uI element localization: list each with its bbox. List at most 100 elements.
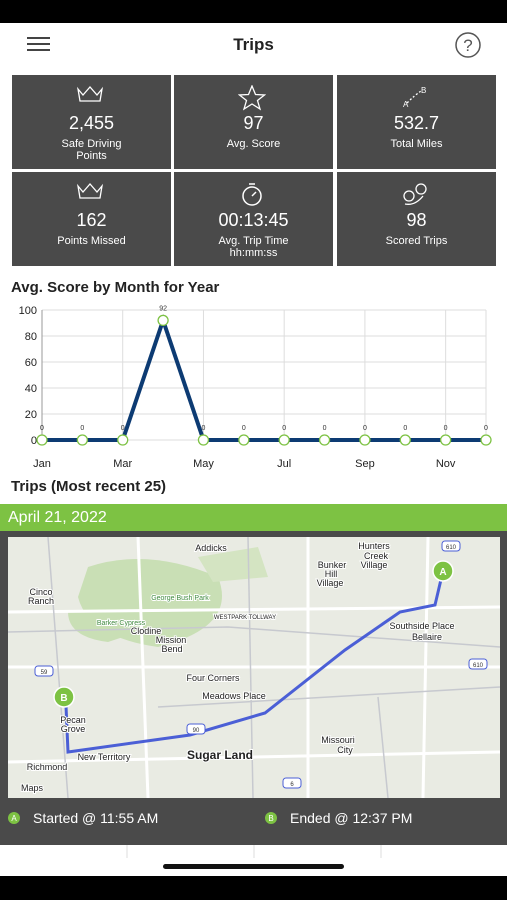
data-label: 92 (159, 305, 167, 312)
svg-text:B: B (421, 86, 426, 95)
stat-label-line: Avg. Trip Time (218, 235, 289, 247)
data-point (76, 434, 89, 446)
stat-label-line: Safe Driving (61, 138, 122, 150)
route-shield (282, 777, 302, 789)
route-shield (441, 540, 461, 552)
map-label: Creek (364, 551, 389, 561)
trip-footer: A Started @ 11:55 AM B Ended @ 12:37 PM (0, 798, 507, 900)
map-label: Bunker (318, 560, 347, 570)
map-label: Bellaire (412, 632, 442, 642)
trip-ended: Ended @ 12:37 PM (290, 810, 412, 826)
map-marker (432, 560, 454, 582)
data-point (439, 434, 452, 446)
map-label: Clodine (131, 626, 162, 636)
legend-marker-label: B (268, 814, 273, 823)
route-shield (468, 658, 488, 670)
map-marker-label: B (60, 693, 67, 704)
map-label: Village (361, 560, 388, 570)
map-label: Addicks (195, 543, 227, 553)
data-point (399, 434, 411, 446)
data-point (117, 434, 129, 446)
x-tick-label: May (193, 458, 214, 470)
svg-text:?: ? (463, 36, 472, 55)
stat-label-line: Avg. Score (226, 138, 281, 150)
stat-label-line: Points Missed (57, 235, 126, 247)
stat-label-line: Points (76, 150, 107, 162)
map-label: City (337, 745, 353, 755)
map-marker-label: A (439, 567, 446, 578)
route-shield (34, 665, 54, 677)
map-label: Maps (21, 783, 44, 793)
data-point (318, 434, 331, 446)
map-label: Cinco (29, 587, 52, 597)
data-label: 0 (242, 425, 246, 432)
stat-icon (238, 85, 266, 111)
stat-icon: AB (403, 86, 426, 109)
x-tick-label: Jul (277, 458, 291, 470)
data-label: 0 (403, 425, 407, 432)
route-shield-label: 59 (41, 670, 48, 676)
map-label: Meadows Place (202, 691, 266, 701)
map-label: Southside Place (389, 621, 454, 631)
stat-label: Safe Driving Points (12, 138, 171, 162)
map-label: Bend (161, 644, 182, 654)
stat-value: 2,455 (68, 113, 115, 133)
stat-value: 98 (406, 210, 427, 230)
stat-icon (76, 183, 104, 199)
stat-label: Avg. Trip Time hh:mm:ss (174, 235, 333, 259)
y-tick-label: 20 (25, 409, 37, 421)
trip-started: Started @ 11:55 AM (33, 810, 158, 826)
stat-label-line: Total Miles (390, 138, 443, 150)
map-label: WESTPARK TOLLWAY (214, 615, 276, 621)
data-point (36, 434, 48, 446)
data-point (197, 434, 210, 446)
data-point (157, 314, 169, 327)
x-tick-label: Nov (436, 458, 456, 470)
x-tick-label: Mar (113, 458, 132, 470)
route-shield-label: 610 (473, 663, 484, 669)
stat-value: 00:13:45 (218, 210, 289, 230)
stat-tile: 162 Points Missed (12, 172, 171, 266)
trip-date-bar[interactable]: April 21, 2022 (0, 504, 507, 531)
data-point (480, 434, 492, 446)
stat-tile: 97 Avg. Score (174, 75, 333, 169)
data-label: 0 (282, 425, 286, 432)
data-label: 0 (80, 425, 84, 432)
stat-icon (76, 86, 104, 102)
trips-heading: Trips (Most recent 25) (11, 478, 167, 495)
chart-title: Avg. Score by Month for Year (11, 279, 220, 296)
map-marker (53, 686, 75, 708)
map-label: Pecan (60, 715, 86, 725)
data-label: 0 (484, 425, 488, 432)
map-label: George Bush Park (151, 595, 209, 602)
route-shield-label: 610 (446, 545, 457, 551)
help-button[interactable]: ? (453, 32, 483, 60)
trip-map[interactable]: Addicks HuntersCreekVillageBunkerHillVill… (8, 537, 500, 798)
stat-icon (242, 183, 262, 206)
data-point (238, 434, 250, 446)
menu-button[interactable] (27, 37, 51, 53)
stat-label-line: Scored Trips (385, 235, 448, 247)
route-shield-label: 90 (193, 728, 200, 734)
data-label: 0 (121, 425, 125, 432)
stat-label: Scored Trips (337, 235, 496, 247)
stat-label: Avg. Score (174, 138, 333, 150)
map-label: Hill (325, 569, 338, 579)
stat-label-line: hh:mm:ss (229, 247, 278, 259)
y-tick-label: 100 (19, 305, 37, 317)
series-line (42, 314, 486, 442)
y-tick-label: 0 (31, 435, 37, 447)
map-label: Grove (61, 724, 86, 734)
data-label: 0 (40, 425, 44, 432)
stat-tile: A B 532.7 Total Miles (337, 75, 496, 169)
map-label: Richmond (27, 762, 68, 772)
stat-value: 162 (76, 210, 107, 230)
route-shield-label: 6 (290, 782, 294, 788)
y-tick-label: 80 (25, 331, 37, 343)
stat-icon (403, 183, 427, 205)
header-title: Trips (233, 35, 274, 54)
data-label: 0 (444, 425, 448, 432)
data-point (278, 434, 290, 446)
